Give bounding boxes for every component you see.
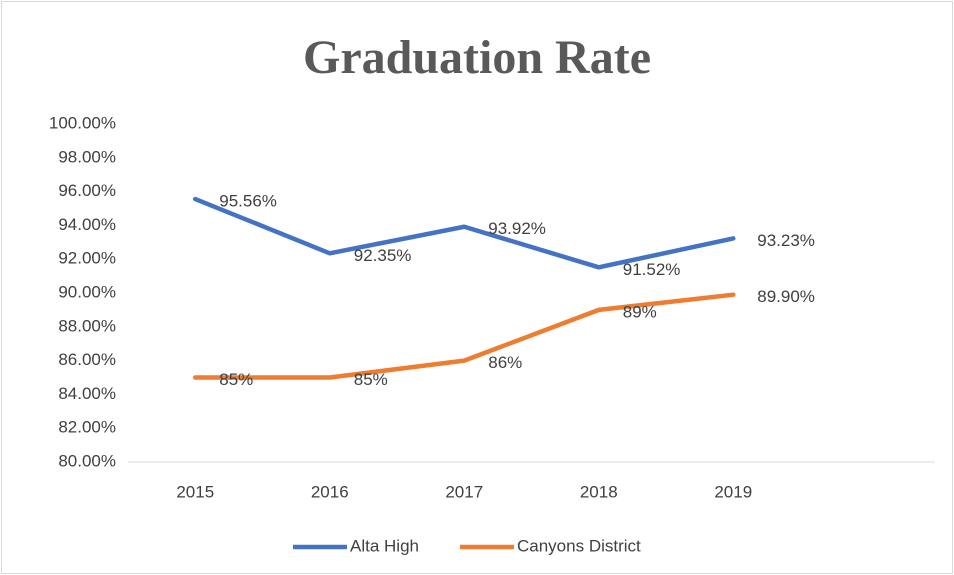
y-tick-label: 92.00% bbox=[58, 249, 116, 268]
y-tick-label: 88.00% bbox=[58, 316, 116, 335]
chart-title: Graduation Rate bbox=[303, 31, 651, 84]
x-tick-label: 2017 bbox=[445, 482, 483, 501]
x-tick-label: 2019 bbox=[714, 482, 752, 501]
data-label: 93.92% bbox=[488, 219, 546, 238]
x-tick-label: 2015 bbox=[176, 482, 214, 501]
data-label: 91.52% bbox=[623, 260, 681, 279]
data-label: 95.56% bbox=[219, 192, 277, 211]
data-label: 89% bbox=[623, 302, 657, 321]
y-tick-label: 86.00% bbox=[58, 350, 116, 369]
data-label: 92.35% bbox=[354, 246, 412, 265]
data-label: 93.23% bbox=[757, 231, 815, 250]
x-tick-label: 2016 bbox=[311, 482, 349, 501]
y-tick-label: 82.00% bbox=[58, 418, 116, 437]
x-tick-label: 2018 bbox=[580, 482, 618, 501]
data-label: 86% bbox=[488, 353, 522, 372]
y-tick-label: 84.00% bbox=[58, 384, 116, 403]
y-tick-label: 80.00% bbox=[58, 451, 116, 470]
y-tick-label: 94.00% bbox=[58, 215, 116, 234]
data-label: 85% bbox=[219, 370, 253, 389]
y-tick-label: 96.00% bbox=[58, 181, 116, 200]
data-label: 89.90% bbox=[757, 287, 815, 306]
y-tick-label: 100.00% bbox=[49, 113, 116, 132]
legend-label: Canyons District bbox=[517, 536, 641, 555]
series-line bbox=[193, 196, 736, 270]
series-line bbox=[193, 292, 736, 380]
y-tick-label: 90.00% bbox=[58, 282, 116, 301]
y-tick-label: 98.00% bbox=[58, 147, 116, 166]
data-label: 85% bbox=[354, 370, 388, 389]
legend-label: Alta High bbox=[350, 536, 419, 555]
